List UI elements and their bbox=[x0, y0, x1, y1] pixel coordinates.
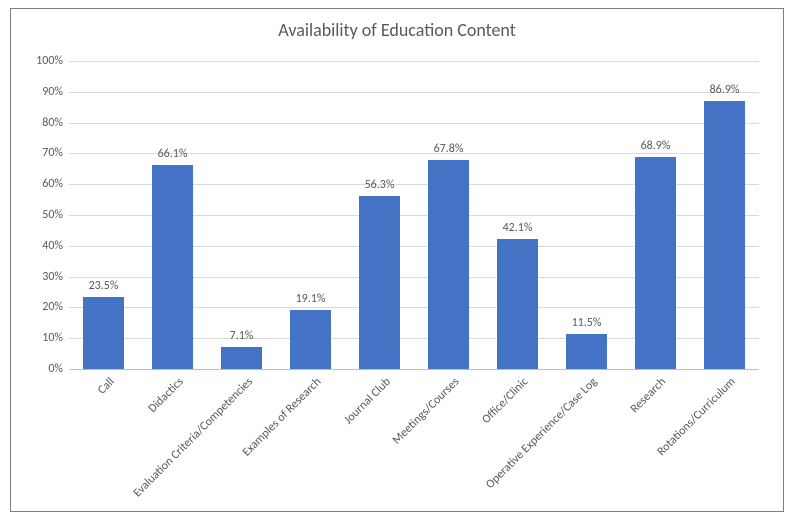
bar bbox=[221, 347, 261, 369]
y-tick-label: 90% bbox=[19, 85, 69, 99]
gridline bbox=[69, 92, 759, 93]
x-tick-label: Evaluation Criteria/Competencies bbox=[130, 375, 255, 500]
y-tick-label: 10% bbox=[19, 331, 69, 345]
bar-value-label: 7.1% bbox=[212, 329, 272, 343]
bar-value-label: 86.9% bbox=[695, 83, 755, 97]
bar-value-label: 67.8% bbox=[419, 142, 479, 156]
bar bbox=[428, 160, 468, 369]
y-tick-label: 40% bbox=[19, 239, 69, 253]
x-tick-label: Rotations/Curriculum bbox=[655, 375, 739, 459]
bar-value-label: 68.9% bbox=[626, 139, 686, 153]
y-tick-label: 30% bbox=[19, 270, 69, 284]
bar-value-label: 66.1% bbox=[143, 147, 203, 161]
bar bbox=[152, 165, 192, 369]
gridline bbox=[69, 123, 759, 124]
bar-value-label: 56.3% bbox=[350, 178, 410, 192]
bar bbox=[359, 196, 399, 369]
x-tick-label: Call bbox=[95, 375, 117, 397]
x-tick-label: Research bbox=[628, 375, 669, 416]
bar-value-label: 23.5% bbox=[74, 279, 134, 293]
x-tick-label: Journal Club bbox=[341, 375, 393, 427]
y-tick-label: 80% bbox=[19, 116, 69, 130]
bar bbox=[635, 157, 675, 369]
y-tick-label: 100% bbox=[19, 54, 69, 68]
y-tick-label: 50% bbox=[19, 208, 69, 222]
x-tick-label: Operative Experience/Case Log bbox=[484, 375, 601, 492]
x-tick-label: Office/Clinic bbox=[480, 375, 532, 427]
chart-title: Availability of Education Content bbox=[11, 19, 783, 41]
x-tick-label: Meetings/Courses bbox=[390, 375, 462, 447]
bar bbox=[290, 310, 330, 369]
bar-value-label: 11.5% bbox=[557, 316, 617, 330]
bar-value-label: 42.1% bbox=[488, 221, 548, 235]
chart-container: Availability of Education Content 0%10%2… bbox=[10, 8, 784, 512]
y-tick-label: 0% bbox=[19, 362, 69, 376]
bar-value-label: 19.1% bbox=[281, 292, 341, 306]
plot-area: 0%10%20%30%40%50%60%70%80%90%100%23.5%66… bbox=[69, 61, 759, 369]
bar bbox=[497, 239, 537, 369]
y-tick-label: 70% bbox=[19, 146, 69, 160]
bar bbox=[704, 101, 744, 369]
y-tick-label: 20% bbox=[19, 300, 69, 314]
bar bbox=[566, 334, 606, 369]
bar bbox=[83, 297, 123, 369]
x-tick-label: Didactics bbox=[146, 375, 187, 416]
gridline bbox=[69, 61, 759, 62]
x-axis-labels: Call DidacticsEvaluation Criteria/Compete… bbox=[69, 369, 759, 509]
y-tick-label: 60% bbox=[19, 177, 69, 191]
